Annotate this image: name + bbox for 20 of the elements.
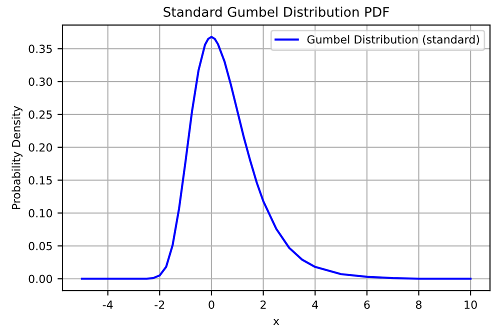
y-tick-label: 0.20 — [28, 143, 52, 152]
x-axis-title: x — [273, 318, 280, 326]
x-tick-label: 8 — [416, 300, 422, 309]
y-tick-label: 0.10 — [28, 209, 52, 218]
y-tick-label: 0.30 — [28, 78, 52, 86]
legend-label: Gumbel Distribution (standard) — [307, 35, 480, 45]
x-tick-label: 4 — [312, 300, 318, 309]
y-tick-label: 0.05 — [28, 242, 52, 250]
x-tick-label: 0 — [208, 300, 214, 309]
x-tick-label: -4 — [102, 300, 113, 309]
y-axis-title: Probability Density — [12, 106, 22, 209]
chart-title: Standard Gumbel Distribution PDF — [164, 6, 389, 17]
y-tick-label: 0.25 — [28, 110, 52, 119]
x-tick-label: 2 — [260, 300, 266, 309]
y-tick-label: 0.00 — [28, 274, 52, 284]
x-tick-label: 10 — [464, 300, 477, 309]
y-tick-label: 0.15 — [28, 176, 52, 185]
x-tick-label: -2 — [154, 300, 164, 309]
x-tick-label: 6 — [364, 300, 370, 309]
y-tick-label: 0.35 — [28, 44, 52, 54]
